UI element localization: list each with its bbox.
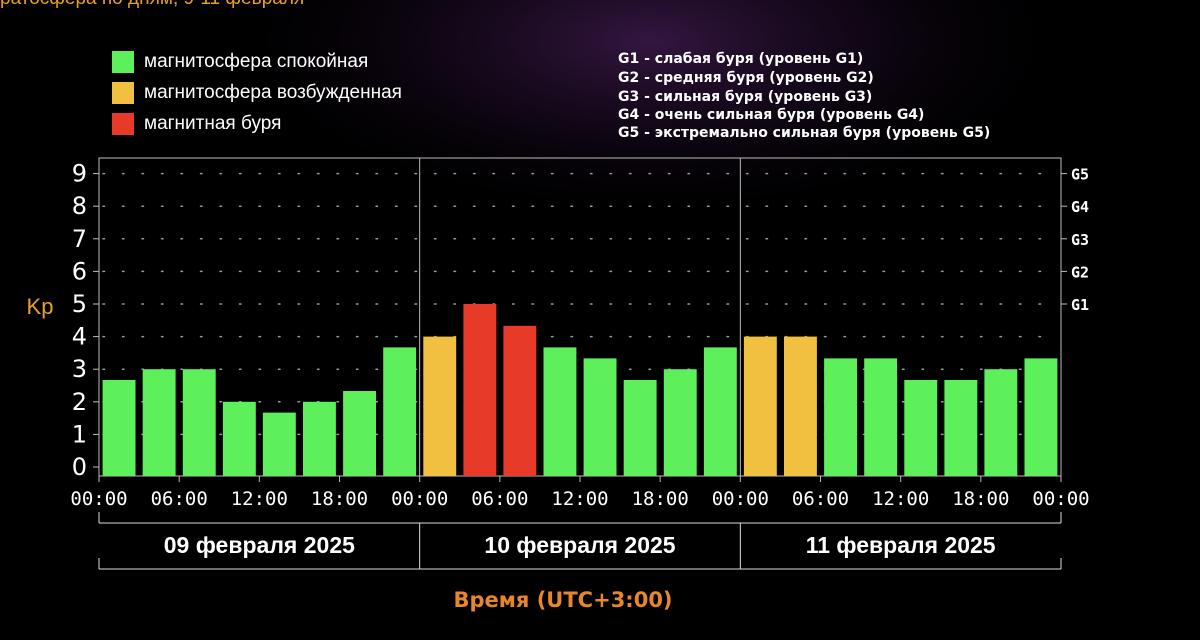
y-tick-label: 0	[72, 453, 87, 481]
bar-14	[663, 369, 697, 476]
bar-13	[623, 380, 657, 476]
y-tick-label: 2	[72, 388, 87, 416]
day-label: 11 февраля 2025	[806, 532, 996, 558]
x-tick-label: 00:00	[1032, 488, 1089, 510]
bar-8	[423, 336, 457, 476]
bar-20	[904, 380, 938, 476]
y-tick-label: 9	[72, 160, 87, 188]
bar-10	[503, 325, 537, 476]
bar-7	[383, 347, 417, 476]
bar-12	[583, 358, 617, 476]
x-tick-label: 18:00	[952, 488, 1009, 510]
y-tick-label: 4	[72, 323, 87, 351]
bar-1	[142, 369, 176, 476]
bar-6	[343, 391, 376, 476]
bar-22	[984, 369, 1018, 476]
bar-18	[824, 358, 857, 476]
g-tick-label: G2	[1071, 263, 1089, 281]
legend-label-storm: магнитная буря	[144, 113, 282, 134]
g-tick-label: G3	[1071, 231, 1089, 249]
x-tick-label: 00:00	[391, 488, 448, 510]
y-tick-label: 1	[72, 420, 87, 448]
x-tick-label: 12:00	[231, 488, 288, 510]
legend-label-quiet: магнитосфера спокойная	[144, 51, 369, 72]
g-tick-label: G1	[1071, 296, 1089, 314]
x-axis-label: Время (UTC+3:00)	[453, 588, 672, 612]
x-tick-label: 06:00	[151, 488, 208, 510]
storm-level-g1: G1 - слабая буря (уровень G1)	[618, 51, 864, 67]
legend-item-storm: магнитная буря	[112, 112, 281, 136]
bar-15	[703, 347, 737, 476]
legend-label-active: магнитосфера возбужденная	[144, 82, 402, 103]
legend-swatch-quiet	[112, 51, 134, 73]
bar-21	[944, 380, 978, 476]
g-tick-label: G4	[1071, 198, 1089, 216]
bar-16	[743, 336, 777, 476]
legend-swatch-active	[112, 82, 134, 104]
storm-level-g2: G2 - средняя буря (уровень G2)	[618, 70, 874, 86]
y-tick-label: 7	[72, 225, 87, 253]
legend-swatch-storm	[112, 113, 134, 135]
bar-23	[1024, 358, 1058, 476]
bar-3	[222, 401, 256, 476]
storm-level-g4: G4 - очень сильная буря (уровень G4)	[618, 107, 925, 123]
y-tick-label: 3	[72, 355, 87, 383]
storm-level-g5: G5 - экстремально сильная буря (уровень …	[618, 125, 991, 141]
legend-item-quiet: магнитосфера спокойная	[112, 50, 368, 74]
day-label: 09 февраля 2025	[164, 532, 355, 558]
bar-4	[262, 412, 296, 476]
bar-19	[864, 358, 898, 476]
bar-17	[784, 336, 817, 476]
g-tick-label: G5	[1071, 166, 1089, 184]
storm-level-g3: G3 - сильная буря (уровень G3)	[618, 89, 873, 105]
y-tick-label: 6	[72, 257, 87, 285]
bar-9	[463, 304, 497, 476]
day-label: 10 февраля 2025	[484, 532, 675, 558]
page-title-cropped: ратосфера по дням, 9-11 февраля	[0, 0, 304, 10]
x-tick-label: 00:00	[70, 488, 127, 510]
y-tick-label: 5	[72, 290, 87, 318]
y-axis-label: Kp	[27, 294, 54, 319]
bar-5	[303, 401, 336, 476]
bar-2	[182, 369, 216, 476]
legend-item-active: магнитосфера возбужденная	[112, 81, 402, 105]
x-tick-label: 00:00	[712, 488, 769, 510]
x-tick-label: 18:00	[311, 488, 368, 510]
bar-0	[102, 380, 136, 476]
x-tick-label: 12:00	[872, 488, 929, 510]
x-tick-label: 06:00	[471, 488, 528, 510]
bar-11	[543, 347, 577, 476]
x-tick-label: 12:00	[551, 488, 608, 510]
y-tick-label: 8	[72, 192, 87, 220]
x-tick-label: 06:00	[792, 488, 849, 510]
x-tick-label: 18:00	[632, 488, 689, 510]
